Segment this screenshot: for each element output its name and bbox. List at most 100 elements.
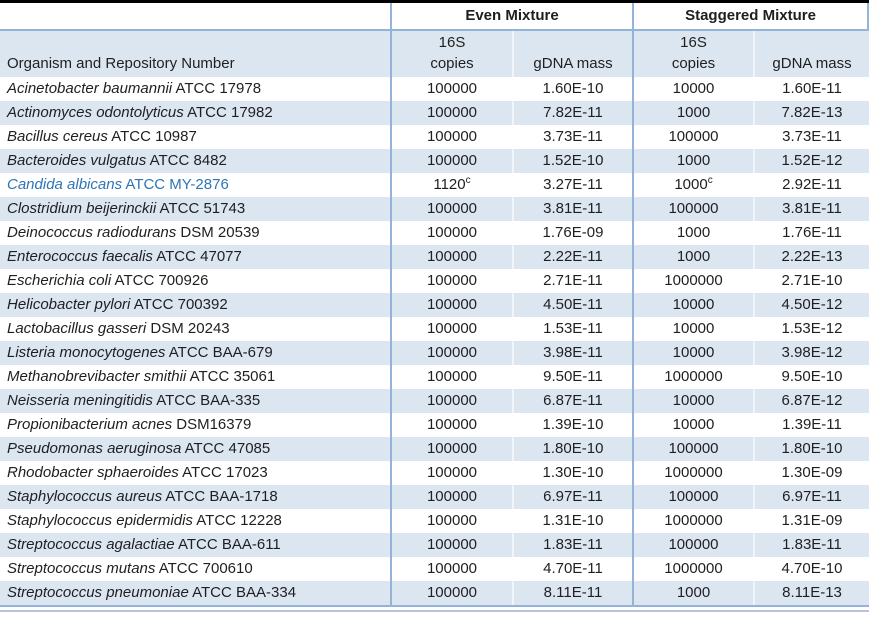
staggered-16s-copies-cell: 10000 bbox=[632, 413, 753, 437]
organism-column-header: Organism and Repository Number bbox=[7, 55, 235, 72]
even-gdna-mass-cell: 7.82E-11 bbox=[512, 101, 632, 125]
table-top-border bbox=[0, 0, 869, 3]
even-gdna-mass-cell: 2.22E-11 bbox=[512, 245, 632, 269]
staggered-gdna-mass-cell: 3.73E-11 bbox=[753, 125, 869, 149]
even-16s-copies-cell: 100000 bbox=[390, 581, 512, 605]
even-16s-copies-cell: 100000 bbox=[390, 293, 512, 317]
table-row: Streptococcus agalactiae ATCC BAA-611 100… bbox=[0, 533, 869, 557]
staggered-gdna-mass-cell: 6.87E-12 bbox=[753, 389, 869, 413]
staggered-16s-copies-cell: 10000 bbox=[632, 77, 753, 101]
even-16s-copies-cell: 100000 bbox=[390, 341, 512, 365]
staggered-16s-copies-cell: 100000 bbox=[632, 125, 753, 149]
staggered-gdna-mass-cell: 1.30E-09 bbox=[753, 461, 869, 485]
organism-cell: Listeria monocytogenes ATCC BAA-679 bbox=[7, 344, 273, 361]
even-gdna-mass-cell: 2.71E-11 bbox=[512, 269, 632, 293]
staggered-gdna-mass-cell: 2.22E-13 bbox=[753, 245, 869, 269]
column-header-row: Organism and Repository Number 16S copie… bbox=[0, 31, 869, 77]
table-row: Methanobrevibacter smithii ATCC 35061 100… bbox=[0, 365, 869, 389]
staggered-gdna-mass-cell: 9.50E-10 bbox=[753, 365, 869, 389]
table-bottom-border bbox=[0, 605, 869, 607]
organism-cell: Actinomyces odontolyticus ATCC 17982 bbox=[7, 104, 273, 121]
table-row: Streptococcus pneumoniae ATCC BAA-334 100… bbox=[0, 581, 869, 605]
table-row: Actinomyces odontolyticus ATCC 17982 1000… bbox=[0, 101, 869, 125]
table-row: Clostridium beijerinckii ATCC 51743 10000… bbox=[0, 197, 869, 221]
staggered-gdna-mass-cell: 1.39E-11 bbox=[753, 413, 869, 437]
staggered-gdna-mass-cell: 3.98E-12 bbox=[753, 341, 869, 365]
table-row: Staphylococcus aureus ATCC BAA-1718 10000… bbox=[0, 485, 869, 509]
organism-cell: Bacteroides vulgatus ATCC 8482 bbox=[7, 152, 227, 169]
table-row: Bacillus cereus ATCC 10987 100000 3.73E-11… bbox=[0, 125, 869, 149]
even-16s-copies-cell: 100000 bbox=[390, 437, 512, 461]
staggered-16s-copies-cell: 10000 bbox=[632, 341, 753, 365]
staggered-16s-copies-cell: 1000000 bbox=[632, 557, 753, 581]
even-16s-copies-cell: 100000 bbox=[390, 389, 512, 413]
staggered-16s-copies-cell: 1000 bbox=[632, 101, 753, 125]
table-body: Acinetobacter baumannii ATCC 17978 100000… bbox=[0, 77, 869, 605]
even-16s-copies-cell: 100000 bbox=[390, 413, 512, 437]
even-16s-copies-cell: 100000 bbox=[390, 269, 512, 293]
even-gdna-mass-cell: 6.97E-11 bbox=[512, 485, 632, 509]
staggered-gdna-mass-cell: 7.82E-13 bbox=[753, 101, 869, 125]
table-row: Pseudomonas aeruginosa ATCC 47085 100000 1… bbox=[0, 437, 869, 461]
table-row: Acinetobacter baumannii ATCC 17978 100000… bbox=[0, 77, 869, 101]
organism-cell: Lactobacillus gasseri DSM 20243 bbox=[7, 320, 230, 337]
even-16s-copies-cell: 100000 bbox=[390, 197, 512, 221]
staggered-gdna-mass-cell: 1.76E-11 bbox=[753, 221, 869, 245]
staggered-16s-copies-cell: 1000 bbox=[632, 149, 753, 173]
even-16s-copies-cell: 100000 bbox=[390, 77, 512, 101]
table-row: Candida albicans ATCC MY-2876 1120c 3.27E-… bbox=[0, 173, 869, 197]
staggered-gdna-mass-cell: 1.60E-11 bbox=[753, 77, 869, 101]
organism-cell: Streptococcus pneumoniae ATCC BAA-334 bbox=[7, 584, 297, 601]
footnote-marker: c bbox=[707, 175, 713, 186]
even-16s-copies-cell: 100000 bbox=[390, 485, 512, 509]
even-mixture-group-header: Even Mixture bbox=[390, 3, 632, 29]
even-gdna-mass-cell: 3.73E-11 bbox=[512, 125, 632, 149]
organism-cell: Clostridium beijerinckii ATCC 51743 bbox=[7, 200, 246, 217]
even-gdna-mass-cell: 1.30E-10 bbox=[512, 461, 632, 485]
table-row: Escherichia coli ATCC 700926 100000 2.71E-… bbox=[0, 269, 869, 293]
even-gdna-mass-cell: 4.50E-11 bbox=[512, 293, 632, 317]
staggered-gdna-mass-cell: 4.50E-12 bbox=[753, 293, 869, 317]
even-16s-copies-cell: 100000 bbox=[390, 221, 512, 245]
organism-cell: Pseudomonas aeruginosa ATCC 47085 bbox=[7, 440, 271, 457]
even-gdna-mass-cell: 1.53E-11 bbox=[512, 317, 632, 341]
staggered-16s-copies-cell: 1000c bbox=[632, 173, 753, 197]
even-16s-copies-cell: 100000 bbox=[390, 365, 512, 389]
staggered-gdna-mass-cell: 2.71E-10 bbox=[753, 269, 869, 293]
table-row: Enterococcus faecalis ATCC 47077 100000 2.… bbox=[0, 245, 869, 269]
organism-cell: Staphylococcus aureus ATCC BAA-1718 bbox=[7, 488, 278, 505]
staggered-16s-copies-cell: 100000 bbox=[632, 197, 753, 221]
staggered-16s-copies-cell: 1000000 bbox=[632, 269, 753, 293]
even-16s-copies-cell: 100000 bbox=[390, 245, 512, 269]
even-gdna-mass-cell: 1.52E-10 bbox=[512, 149, 632, 173]
organism-cell: Rhodobacter sphaeroides ATCC 17023 bbox=[7, 464, 268, 481]
staggered-copies-column-header: 16S copies bbox=[632, 31, 753, 77]
staggered-gdna-mass-cell: 2.92E-11 bbox=[753, 173, 869, 197]
staggered-16s-copies-cell: 1000000 bbox=[632, 461, 753, 485]
even-16s-copies-cell: 100000 bbox=[390, 317, 512, 341]
organism-cell: Methanobrevibacter smithii ATCC 35061 bbox=[7, 368, 276, 385]
staggered-16s-copies-cell: 100000 bbox=[632, 437, 753, 461]
even-16s-copies-cell: 100000 bbox=[390, 125, 512, 149]
even-gdna-column-header: gDNA mass bbox=[512, 31, 632, 77]
organism-cell: Streptococcus agalactiae ATCC BAA-611 bbox=[7, 536, 281, 553]
table-row: Listeria monocytogenes ATCC BAA-679 10000… bbox=[0, 341, 869, 365]
even-gdna-mass-cell: 9.50E-11 bbox=[512, 365, 632, 389]
footnote-marker: c bbox=[465, 175, 471, 186]
table-row: Streptococcus mutans ATCC 700610 100000 4.… bbox=[0, 557, 869, 581]
staggered-16s-copies-cell: 1000 bbox=[632, 221, 753, 245]
staggered-gdna-mass-cell: 6.97E-11 bbox=[753, 485, 869, 509]
even-gdna-mass-cell: 1.60E-10 bbox=[512, 77, 632, 101]
organism-cell: Helicobacter pylori ATCC 700392 bbox=[7, 296, 228, 313]
even-copies-column-header: 16S copies bbox=[390, 31, 512, 77]
staggered-16s-copies-cell: 10000 bbox=[632, 317, 753, 341]
even-gdna-mass-cell: 3.81E-11 bbox=[512, 197, 632, 221]
even-gdna-mass-cell: 4.70E-11 bbox=[512, 557, 632, 581]
outer-bottom-line bbox=[0, 610, 869, 612]
staggered-16s-copies-cell: 10000 bbox=[632, 293, 753, 317]
table-row: Neisseria meningitidis ATCC BAA-335 10000… bbox=[0, 389, 869, 413]
staggered-gdna-mass-cell: 8.11E-13 bbox=[753, 581, 869, 605]
group-header-row: Even Mixture Staggered Mixture bbox=[0, 3, 869, 29]
group-header-spacer bbox=[0, 3, 390, 29]
